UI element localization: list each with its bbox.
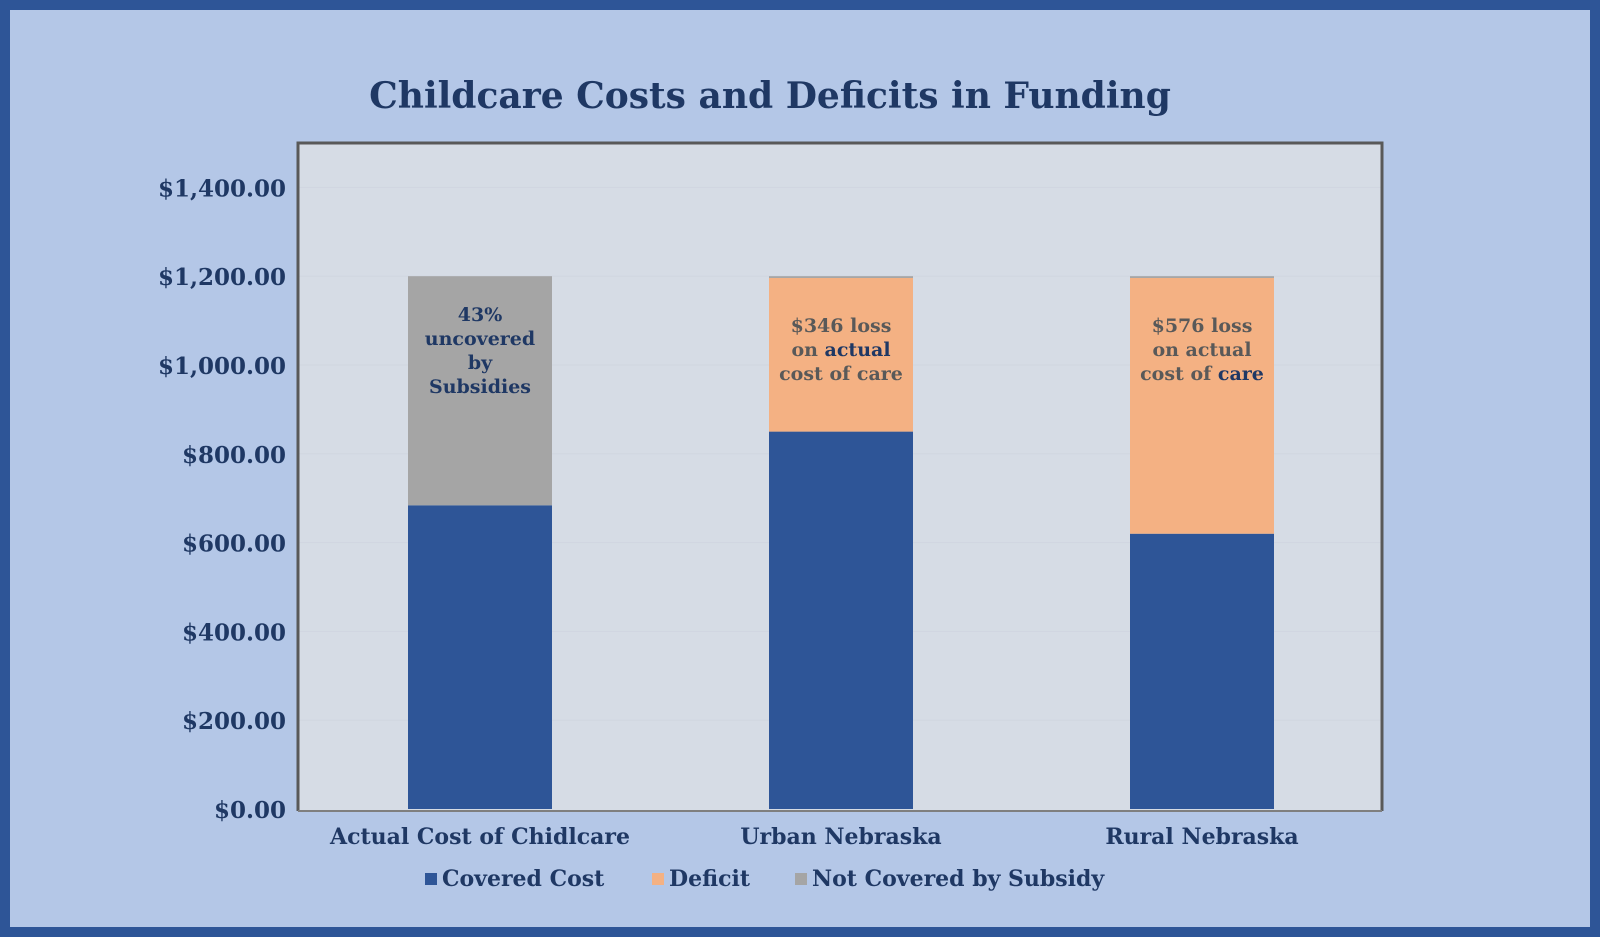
- annotation-segment: uncovered: [425, 328, 535, 350]
- plot-border: [296, 141, 1384, 811]
- bar-annotation: cost of care: [779, 363, 903, 385]
- annotation-segment: Subsidies: [429, 376, 531, 398]
- legend-swatch: [795, 873, 807, 885]
- annotation-segment: $346 loss: [791, 315, 892, 337]
- chart-title: Childcare Costs and Deficits in Funding: [369, 75, 1171, 117]
- legend-swatch: [652, 873, 664, 885]
- bar-not-covered-by-subsidy: [769, 276, 913, 278]
- bar-annotation: $576 loss: [1152, 315, 1253, 337]
- bar-deficit: [769, 277, 913, 432]
- annotation-segment: cost of: [1140, 363, 1218, 385]
- y-tick-label: $1,000.00: [158, 353, 286, 380]
- x-tick-label: Rural Nebraska: [1105, 824, 1298, 850]
- bar-annotation: on actual: [791, 339, 890, 361]
- annotation-segment: actual: [825, 339, 891, 361]
- legend-label: Covered Cost: [442, 866, 605, 892]
- bar-covered-cost: [1130, 533, 1274, 809]
- legend-label: Deficit: [669, 866, 751, 892]
- bar-annotation: Subsidies: [429, 376, 531, 398]
- annotation-segment: $576 loss: [1152, 315, 1253, 337]
- bar-annotation: uncovered: [425, 328, 535, 350]
- x-tick-label: Actual Cost of Chidlcare: [329, 824, 630, 850]
- y-tick-label: $400.00: [182, 619, 286, 646]
- annotation-segment: 43%: [458, 304, 503, 326]
- bar-not-covered-by-subsidy: [1130, 276, 1274, 278]
- bar-annotation: on actual: [1152, 339, 1251, 361]
- y-tick-label: $800.00: [182, 442, 286, 469]
- y-tick-label: $1,400.00: [158, 175, 286, 202]
- bar-annotation: by: [468, 352, 493, 374]
- bar-annotation: $346 loss: [791, 315, 892, 337]
- legend-label: Not Covered by Subsidy: [812, 866, 1105, 892]
- annotation-segment: care: [1218, 363, 1264, 385]
- y-tick-label: $0.00: [214, 797, 286, 824]
- bar-annotation: cost of care: [1140, 363, 1264, 385]
- bar-covered-cost: [769, 431, 913, 809]
- y-tick-label: $1,200.00: [158, 264, 286, 291]
- legend-swatch: [425, 873, 437, 885]
- annotation-segment: on: [791, 339, 824, 361]
- annotation-segment: by: [468, 352, 493, 374]
- bar-annotation: 43%: [458, 304, 503, 326]
- y-tick-label: $600.00: [182, 531, 286, 558]
- annotation-segment: cost of care: [779, 363, 903, 385]
- y-tick-label: $200.00: [182, 708, 286, 735]
- annotation-segment: on actual: [1152, 339, 1251, 361]
- bar-deficit: [1130, 277, 1274, 534]
- bar-not-covered-by-subsidy: [408, 276, 552, 506]
- x-tick-label: Urban Nebraska: [740, 824, 941, 850]
- bar-covered-cost: [408, 505, 552, 809]
